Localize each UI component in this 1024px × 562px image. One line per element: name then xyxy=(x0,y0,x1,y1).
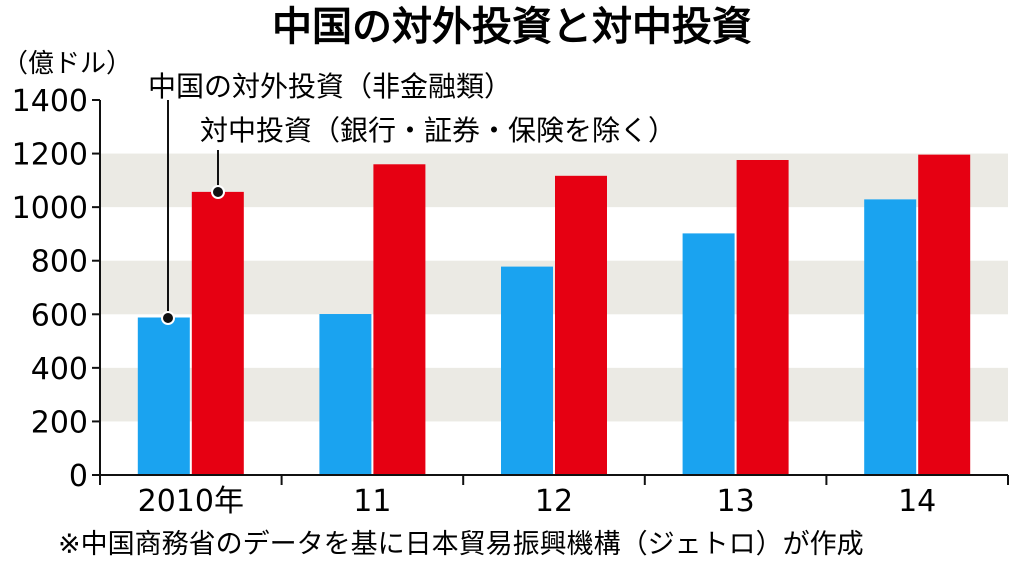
x-tick-label: 12 xyxy=(535,484,573,519)
y-tick-label: 400 xyxy=(31,352,88,387)
x-tick-label: 2010年 xyxy=(138,484,244,519)
bar-outward xyxy=(864,199,917,475)
y-tick-label: 200 xyxy=(31,405,88,440)
chart-title: 中国の対外投資と対中投資 xyxy=(272,4,752,50)
source-note: ※中国商務省のデータを基に日本貿易振興機構（ジェトロ）が作成 xyxy=(58,529,864,560)
bar-outward xyxy=(682,233,735,475)
bar-layer xyxy=(137,154,971,476)
bar-inward xyxy=(918,154,971,475)
y-tick-label: 1200 xyxy=(12,138,88,173)
x-tick-label: 13 xyxy=(717,484,755,519)
bar-outward xyxy=(137,317,190,475)
y-tick-label: 600 xyxy=(31,298,88,333)
legend-label-inward: 対中投資（銀行・証券・保険を除く） xyxy=(200,114,676,147)
x-tick-label: 14 xyxy=(898,484,936,519)
legend-marker-inward xyxy=(211,185,225,199)
grid-bands xyxy=(100,153,1008,422)
bar-inward xyxy=(736,160,789,475)
y-tick-labels: 0 200 400 600 800 1000 1200 1400 xyxy=(12,84,88,494)
legend-marker-outward xyxy=(161,311,175,325)
grid-band xyxy=(100,260,1008,315)
y-tick-label: 0 xyxy=(69,459,88,494)
bar-inward xyxy=(555,175,607,475)
unit-label: （億ドル） xyxy=(2,49,132,79)
x-tick-label: 11 xyxy=(353,484,391,519)
axes xyxy=(92,99,1009,485)
grid-band xyxy=(100,367,1008,422)
legend-label-outward: 中国の対外投資（非金融類） xyxy=(148,70,512,103)
bar-inward xyxy=(191,191,244,475)
y-tick-label: 1400 xyxy=(12,84,88,119)
x-tick-labels: 2010年 11 12 13 14 xyxy=(138,484,937,519)
y-tick-label: 1000 xyxy=(12,191,88,226)
y-tick-label: 800 xyxy=(31,245,88,280)
bar-inward xyxy=(373,164,426,476)
bar-outward xyxy=(501,266,553,475)
bar-outward xyxy=(319,314,372,475)
grid-band xyxy=(100,153,1008,208)
